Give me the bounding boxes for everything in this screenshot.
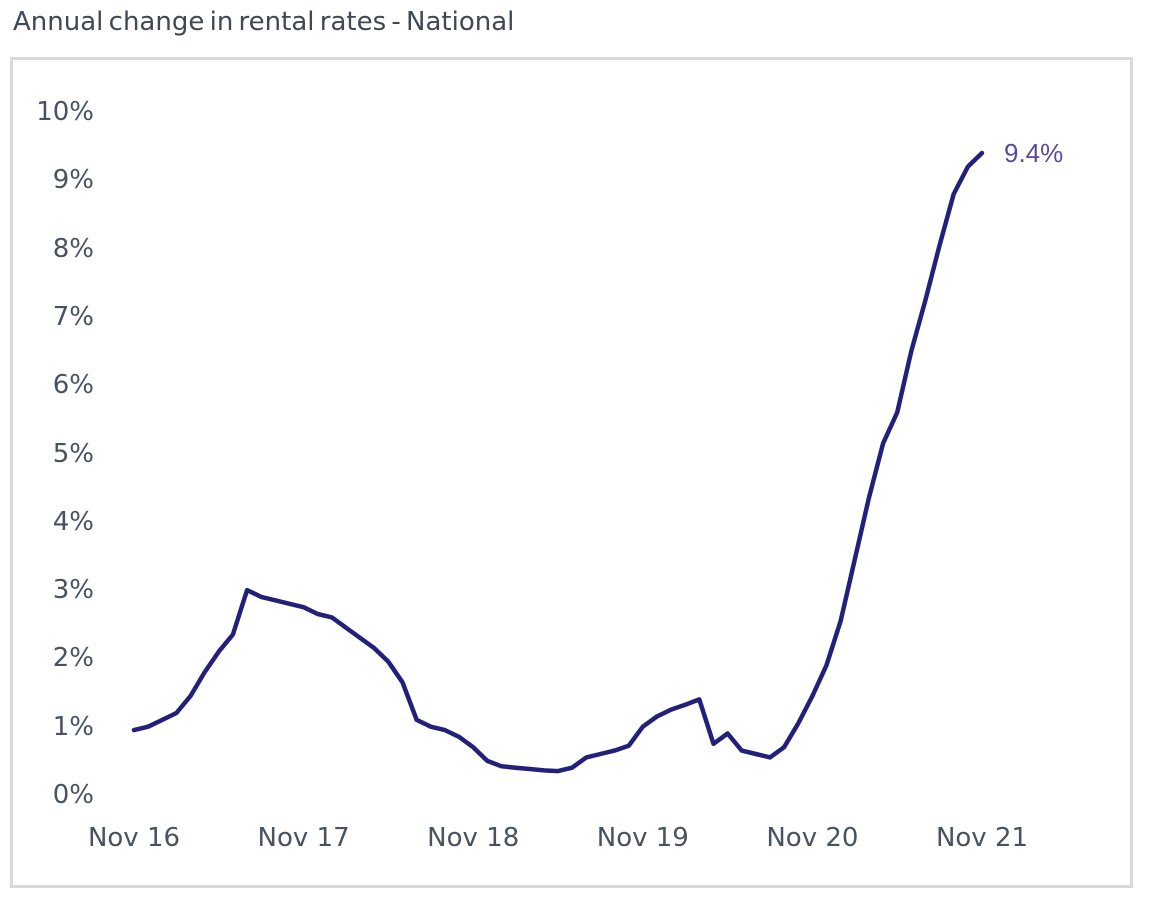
y-tick-label: 1% — [52, 711, 94, 742]
x-tick-label: Nov 21 — [935, 823, 1029, 853]
x-tick-label: Nov 16 — [87, 823, 181, 853]
chart-panel: 0% 1% 2% 3% 4% 5% 6% 7% 8% 9% 10% Nov 16 Nov 17 Nov 1… — [10, 57, 1133, 888]
y-tick-label: 2% — [52, 643, 94, 674]
series-line — [131, 150, 985, 774]
y-tick-label: 4% — [52, 506, 94, 537]
x-tick-label: Nov 20 — [766, 823, 859, 853]
x-tick-label: Nov 18 — [427, 823, 520, 853]
end-value-label: 9.4% — [1003, 137, 1064, 168]
y-tick-label: 3% — [52, 575, 94, 606]
y-tick-label: 6% — [52, 370, 94, 401]
x-tick-label: Nov 19 — [596, 823, 689, 853]
y-tick-label: 8% — [52, 233, 94, 264]
y-tick-label: 0% — [52, 780, 94, 810]
y-tick-label: 10% — [36, 97, 94, 127]
y-tick-label: 5% — [52, 438, 94, 469]
chart-title: Annual change in rental rates - National — [13, 7, 515, 37]
line-chart-svg — [131, 150, 985, 774]
y-tick-label: 9% — [52, 165, 94, 196]
x-tick-label: Nov 17 — [257, 823, 350, 853]
y-tick-label: 7% — [52, 301, 94, 332]
